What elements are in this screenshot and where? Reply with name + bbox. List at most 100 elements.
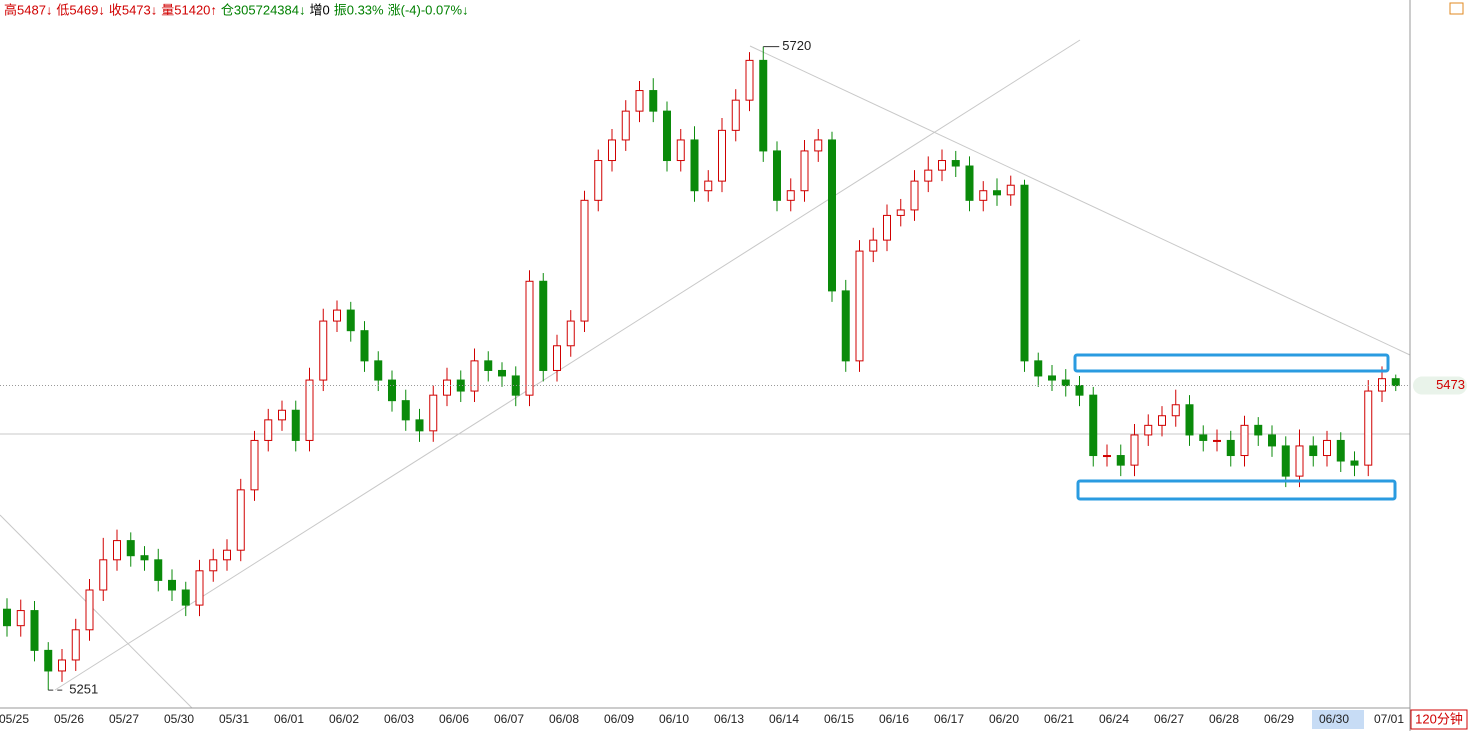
candle-body	[1089, 394, 1098, 457]
candle-body	[223, 549, 231, 561]
candle-body	[278, 409, 286, 421]
x-tick-label: 06/06	[439, 712, 469, 726]
candle-body	[1295, 445, 1304, 477]
quote-item: 量51420↑	[161, 2, 217, 17]
header: 高5487↓ 低5469↓ 收5473↓ 量51420↑ 仓305724384↓ 增0 振0…	[4, 2, 469, 17]
candle-body	[580, 199, 589, 322]
candle-body	[1006, 184, 1015, 196]
candle-body	[1075, 385, 1084, 396]
panel-icon[interactable]	[1449, 2, 1464, 15]
candle-body	[195, 570, 204, 606]
quote-item: 高5487↓	[4, 2, 52, 17]
candle-body	[993, 190, 1001, 196]
candle-body	[85, 589, 94, 631]
candle-body	[745, 59, 754, 101]
trend-line	[749, 45, 1411, 356]
candle-body	[896, 209, 905, 216]
candle-body	[704, 180, 713, 192]
candle-body	[1061, 379, 1070, 387]
candle-body	[484, 360, 493, 371]
candle-body	[30, 610, 39, 651]
period-box[interactable]	[1410, 709, 1468, 730]
candle-body	[1336, 439, 1345, 462]
candle-body	[360, 330, 369, 362]
candle-body	[443, 379, 451, 396]
x-tick-label: 06/27	[1154, 712, 1184, 726]
candle-body	[1185, 404, 1194, 436]
x-tick-label: 06/02	[329, 712, 359, 726]
candle-body	[1130, 434, 1139, 466]
x-tick-label: 06/21	[1044, 712, 1074, 726]
candle-body	[1103, 455, 1111, 458]
x-axis-labels: 05/25 05/26 05/27 05/30 05/31 06/01 06/02 06/03…	[0, 710, 1404, 729]
candle-body	[608, 139, 616, 162]
quote-item: 涨(-4)-0.07%↓	[388, 2, 469, 17]
low-annotation: 5251	[69, 682, 98, 697]
candle-body	[786, 190, 795, 201]
x-tick-label: 06/15	[824, 712, 854, 726]
quote-item: 收5473↓	[109, 2, 157, 17]
candle-body	[1281, 445, 1290, 477]
candle-body	[1240, 424, 1249, 457]
candle-body	[1048, 375, 1056, 381]
candle-body	[1350, 460, 1359, 466]
period-label[interactable]: 120分钟	[1415, 711, 1463, 726]
candle-body	[236, 489, 245, 551]
candle-body	[1158, 415, 1166, 426]
x-tick-label: 06/01	[274, 712, 304, 726]
range-box	[1076, 479, 1397, 501]
x-tick-label: 06/29	[1264, 712, 1294, 726]
x-tick-label: 06/09	[604, 712, 634, 726]
x-tick-label: 06/03	[384, 712, 414, 726]
candle-body	[924, 169, 933, 182]
trend-line	[0, 514, 193, 709]
x-tick-label: 06/13	[714, 712, 744, 726]
candle-body	[759, 59, 768, 152]
x-tick-label: 06/08	[549, 712, 579, 726]
candle-body	[539, 280, 548, 371]
category-highlight	[1312, 710, 1364, 729]
candle-body	[154, 559, 163, 581]
candle-body	[1171, 404, 1180, 417]
x-tick-label: 06/14	[769, 712, 799, 726]
price-bubble	[1413, 376, 1467, 395]
candle-body	[1199, 434, 1208, 441]
quote-item: 仓305724384↓	[221, 2, 306, 17]
candle-body	[44, 649, 53, 672]
candle-body	[181, 589, 190, 606]
candle-body	[168, 579, 176, 591]
range-box	[1073, 353, 1390, 373]
candle-body	[3, 608, 11, 627]
x-tick-label: 06/20	[989, 712, 1019, 726]
candle-body	[1309, 445, 1318, 457]
candle-body	[965, 165, 974, 201]
candle-body	[951, 160, 960, 167]
candle-body	[1268, 434, 1276, 447]
candle-body	[910, 180, 919, 211]
candle-body	[291, 409, 300, 441]
candle-body	[126, 540, 135, 557]
candle-body	[71, 629, 80, 661]
candle-body	[209, 559, 218, 572]
x-tick-label: 05/25	[0, 712, 29, 726]
candle-body	[1020, 184, 1029, 362]
candle-body	[264, 419, 273, 441]
candle-body	[1254, 424, 1263, 436]
x-tick-label: 06/24	[1099, 712, 1129, 726]
candle-body	[99, 559, 108, 591]
candle-body	[470, 360, 479, 392]
candle-body	[635, 90, 644, 112]
candle-body	[346, 309, 355, 332]
candle-body	[594, 160, 603, 201]
candle-body	[1116, 455, 1125, 466]
candle-body	[429, 394, 438, 432]
candle-body	[855, 250, 864, 362]
candle-body	[773, 150, 781, 201]
candle-body	[731, 99, 740, 131]
x-tick-label: 06/30	[1319, 712, 1349, 726]
candle-body	[374, 360, 383, 381]
candle-body	[649, 90, 658, 112]
x-tick-label: 06/07	[494, 712, 524, 726]
candle-body	[663, 110, 671, 162]
